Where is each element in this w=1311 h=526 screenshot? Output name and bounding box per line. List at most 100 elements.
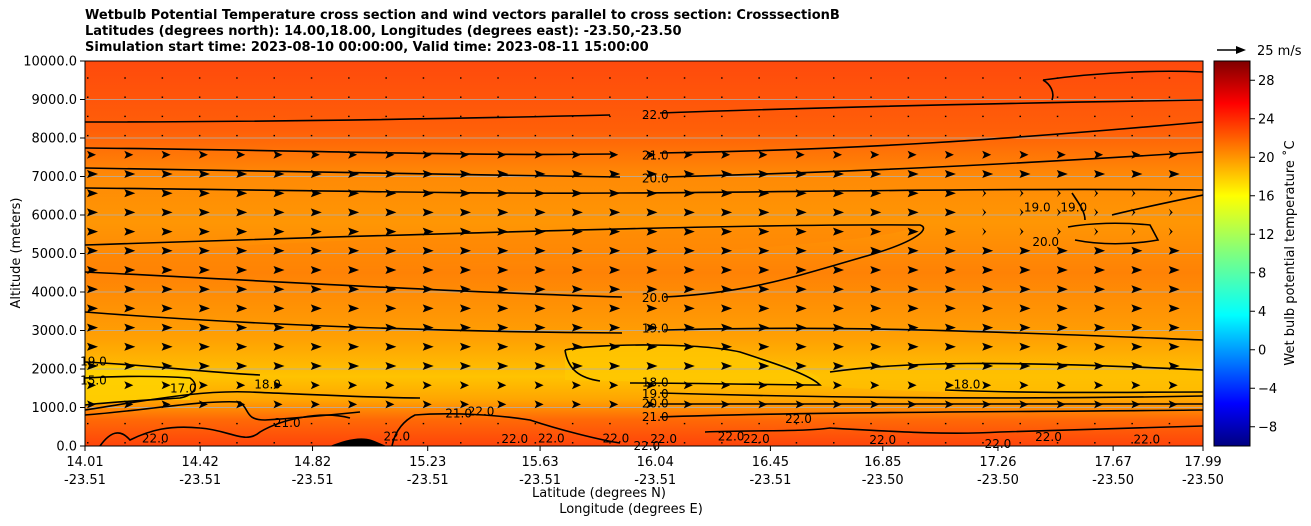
wind-vector (422, 400, 432, 409)
wind-vector (236, 170, 248, 178)
contour-label: 21.0 (445, 406, 472, 420)
wind-vector (1056, 285, 1068, 294)
contour-label: 17.0 (170, 381, 197, 395)
contour-lines (85, 70, 1203, 446)
wind-vector (1168, 170, 1180, 178)
wind-vector (310, 227, 322, 236)
wind-vector (1019, 285, 1031, 294)
wind-vector (87, 170, 98, 178)
wind-vector (907, 208, 919, 217)
wind-vector (833, 342, 844, 351)
wind-vector (161, 150, 171, 159)
wind-vector (460, 381, 469, 390)
wind-vector (236, 150, 246, 159)
wind-vector (609, 323, 621, 332)
wind-vector (236, 381, 246, 390)
wind-vector (534, 362, 546, 370)
contour-18-right (829, 362, 1203, 394)
wind-vector (907, 285, 919, 294)
wind-vector (1019, 227, 1024, 236)
wind-vector (870, 381, 880, 390)
wind-vector (161, 381, 171, 390)
wind-vector (982, 323, 994, 332)
wind-vector (460, 323, 471, 332)
wind-vector (1019, 342, 1031, 351)
wind-vector (944, 189, 956, 198)
wind-vector (1131, 246, 1143, 255)
wind-vector (460, 208, 471, 217)
wind-vector (198, 266, 210, 274)
wind-vector (683, 246, 695, 255)
wind-vector (795, 362, 807, 370)
colorbar-tick-label: 20 (1258, 151, 1275, 166)
colorbar-label: Wet bulb potential temperature ˚C (1282, 140, 1298, 365)
wind-vector (982, 150, 992, 159)
wind-vector (1019, 189, 1024, 198)
wind-vector (944, 285, 956, 294)
wind-vector (609, 285, 621, 294)
wind-vector (1019, 381, 1029, 390)
wind-vector (273, 208, 285, 217)
wind-vector (273, 323, 285, 332)
wind-vector (571, 285, 583, 294)
x-tick-label-lat: 17.67 (1095, 455, 1132, 470)
wind-vector (571, 246, 583, 255)
wind-vector (870, 170, 882, 178)
wind-vector (758, 381, 768, 390)
wind-vector (422, 266, 434, 274)
contour-20-upper (85, 151, 1203, 178)
wind-vector (646, 400, 656, 409)
wind-vector (646, 323, 658, 332)
wind-vector (348, 342, 360, 351)
wind-vector (497, 400, 507, 409)
wind-vector (87, 342, 98, 351)
wind-vector (87, 285, 98, 294)
wind-vector (422, 246, 434, 255)
contour-label: 22.0 (869, 433, 896, 447)
wind-vector (124, 304, 136, 313)
colorbar-tick-label: 16 (1258, 189, 1275, 204)
wind-vector (683, 208, 695, 217)
wind-vector (534, 342, 546, 351)
wind-vector (348, 362, 360, 370)
contour-label: 22.0 (383, 429, 410, 443)
wind-vector (907, 304, 919, 313)
x-tick-label-lat: 15.63 (521, 455, 558, 470)
wind-vector (348, 381, 358, 390)
contour-label: 19.0 (1060, 200, 1087, 214)
y-tick-label: 1000.0 (32, 401, 78, 416)
x-tick-label-lon: -23.50 (1182, 473, 1224, 488)
wind-vector (310, 362, 322, 370)
y-tick-label: 2000.0 (32, 363, 78, 378)
wind-vector (273, 246, 285, 255)
x-axis-label-lat: Latitude (degrees N) (532, 486, 666, 501)
wind-vector (982, 342, 994, 351)
wind-vector (87, 246, 98, 255)
wind-vector (198, 170, 210, 178)
wind-vector (609, 400, 619, 409)
colorbar-tick-label: 0 (1258, 343, 1266, 358)
wind-vector (944, 208, 956, 217)
wind-vector (1094, 208, 1099, 217)
wind-vector (385, 208, 397, 217)
y-tick-label: 4000.0 (32, 286, 78, 301)
x-tick-label-lon: -23.51 (749, 473, 791, 488)
contour-22-low (99, 413, 1203, 446)
wind-vector (1056, 150, 1066, 159)
wind-vector (1094, 246, 1106, 255)
wind-vector (646, 362, 658, 370)
wind-vector (1168, 381, 1178, 390)
wind-vector (870, 227, 882, 236)
contour-label: 22.0 (785, 412, 812, 426)
wind-vector (907, 227, 919, 236)
wind-vector (944, 304, 956, 313)
wind-vector (833, 208, 844, 217)
y-tick-label: 6000.0 (32, 209, 78, 224)
colorbar-tick-label: 28 (1258, 74, 1275, 89)
wind-vector (1131, 381, 1141, 390)
wind-vector (944, 227, 956, 236)
wind-vector (1131, 170, 1143, 178)
contour-label: 20.0 (1032, 235, 1059, 249)
wind-vector (1056, 208, 1061, 217)
wind-vector (161, 342, 173, 351)
